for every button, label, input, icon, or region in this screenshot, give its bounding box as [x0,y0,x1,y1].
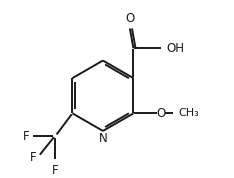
Text: F: F [23,130,29,143]
Text: F: F [51,164,58,177]
Text: CH₃: CH₃ [178,108,199,118]
Text: O: O [156,107,165,120]
Text: O: O [125,12,135,25]
Text: F: F [30,151,36,164]
Text: N: N [99,132,107,145]
Text: OH: OH [166,42,184,55]
